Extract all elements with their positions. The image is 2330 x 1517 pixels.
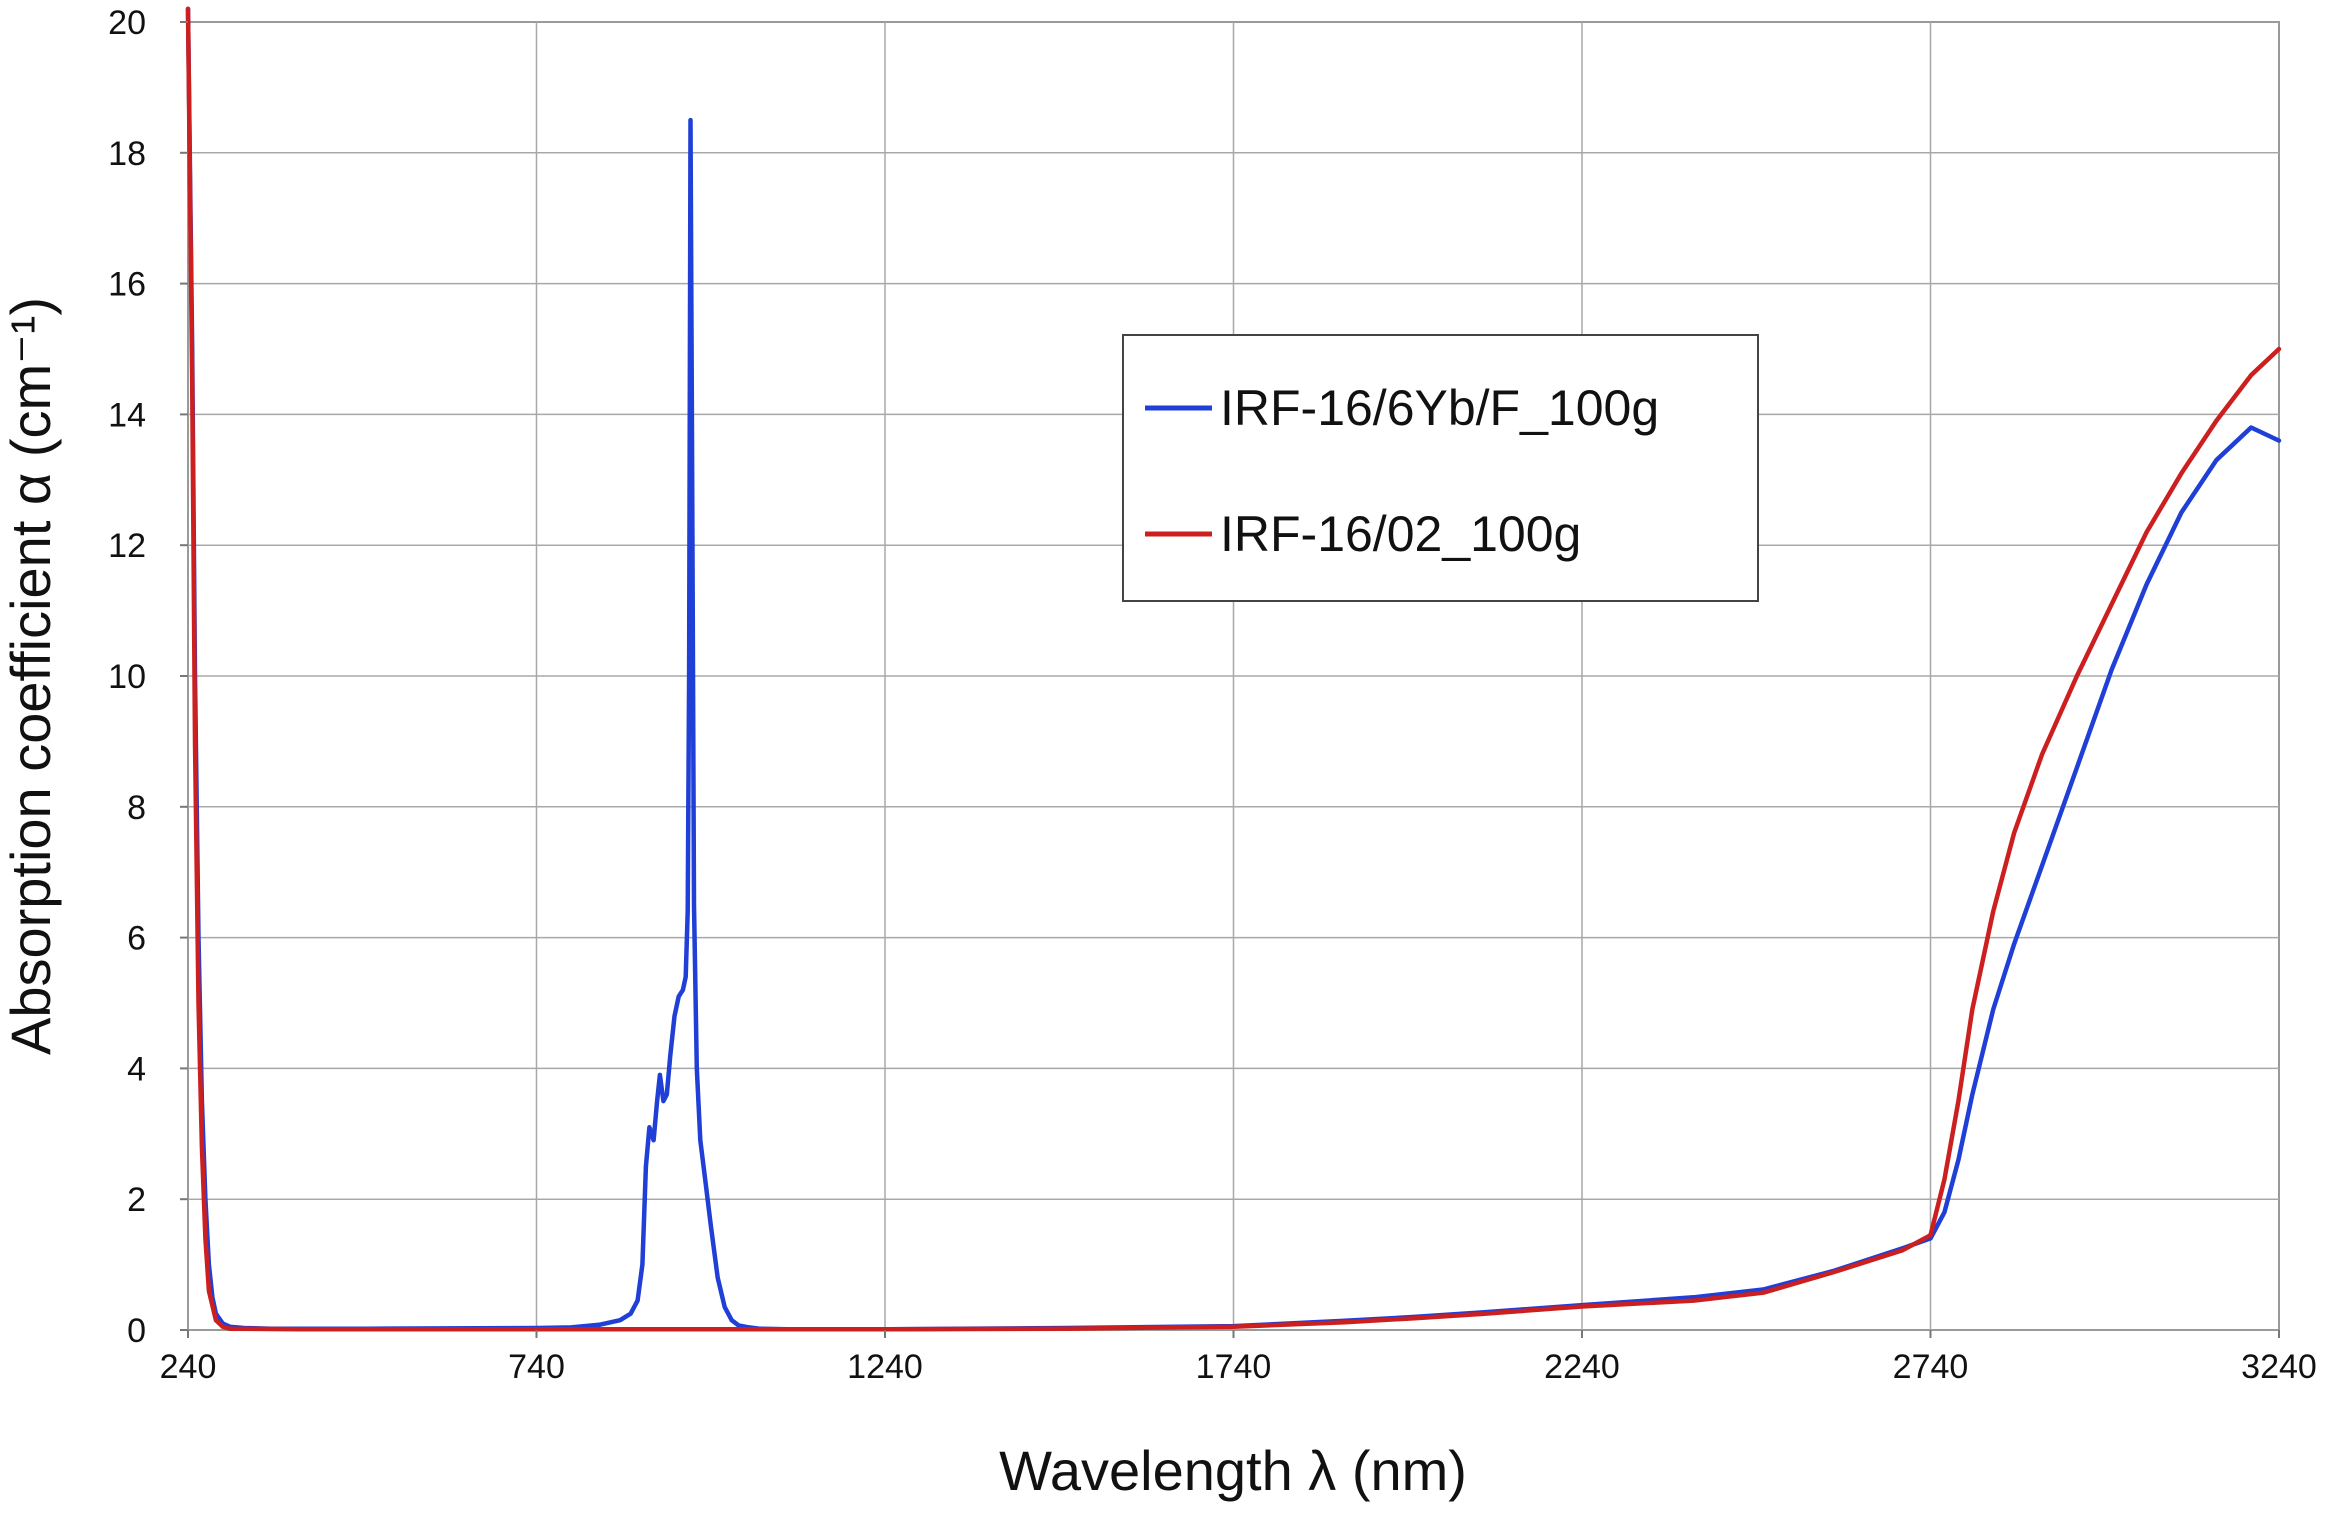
legend-label-series-1: IRF-16/6Yb/F_100g	[1220, 380, 1659, 436]
axis-tick-labels: 240 740 1240 1740 2240 2740 3240 0 2 4 6 8 10 12 14 16 1…	[108, 4, 2317, 1386]
x-tick-label: 240	[160, 1348, 217, 1386]
y-tick-label: 0	[127, 1312, 146, 1350]
y-tick-label: 14	[108, 396, 146, 434]
legend: IRF-16/6Yb/F_100g IRF-16/02_100g	[1122, 334, 1759, 602]
grid-lines	[188, 22, 2279, 1330]
y-tick-label: 4	[127, 1050, 146, 1088]
x-tick-label: 3240	[2241, 1348, 2317, 1386]
x-axis-title: Wavelength λ (nm)	[999, 1439, 1467, 1502]
series-lines	[185, 6, 2282, 1332]
y-tick-label: 18	[108, 135, 146, 173]
x-tick-label: 2240	[1544, 1348, 1620, 1386]
x-tick-label: 1240	[847, 1348, 923, 1386]
y-tick-label: 12	[108, 527, 146, 565]
legend-box	[1122, 334, 1759, 602]
series-line-2	[185, 6, 2282, 1332]
y-tick-label: 2	[127, 1181, 146, 1219]
y-tick-label: 8	[127, 789, 146, 827]
y-tick-label: 20	[108, 4, 146, 42]
y-tick-label: 16	[108, 266, 146, 304]
x-tick-label: 1740	[1196, 1348, 1272, 1386]
x-tick-label: 2740	[1893, 1348, 1969, 1386]
y-tick-label: 10	[108, 658, 146, 696]
legend-label-series-2: IRF-16/02_100g	[1220, 506, 1581, 562]
x-tick-label: 740	[508, 1348, 565, 1386]
y-tick-label: 6	[127, 920, 146, 958]
y-axis-title: Absorption coefficient α (cm⁻¹)	[0, 297, 62, 1055]
